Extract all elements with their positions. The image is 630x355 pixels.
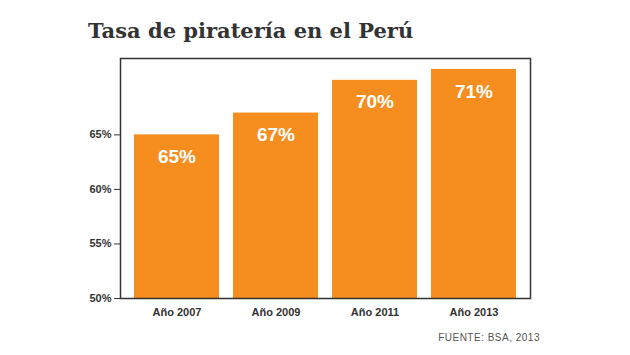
svg-text:Año 2007: Año 2007 <box>153 306 202 318</box>
svg-text:60%: 60% <box>89 183 111 195</box>
svg-text:65%: 65% <box>89 128 111 140</box>
svg-text:55%: 55% <box>89 237 111 249</box>
svg-text:71%: 71% <box>455 80 493 101</box>
svg-text:65%: 65% <box>158 146 196 167</box>
svg-text:70%: 70% <box>356 91 394 112</box>
html-text:Tasa de piratería en el Perú: Tasa de piratería en el Perú <box>88 18 414 43</box>
svg-text:Año 2011: Año 2011 <box>351 306 399 318</box>
svg-text:Año 2013: Año 2013 <box>450 306 499 318</box>
svg-text:67%: 67% <box>257 124 295 145</box>
svg-text:50%: 50% <box>89 292 111 304</box>
svg-text:Año 2009: Año 2009 <box>252 306 301 318</box>
html-text:FUENTE: BSA, 2013: FUENTE: BSA, 2013 <box>438 332 540 343</box>
